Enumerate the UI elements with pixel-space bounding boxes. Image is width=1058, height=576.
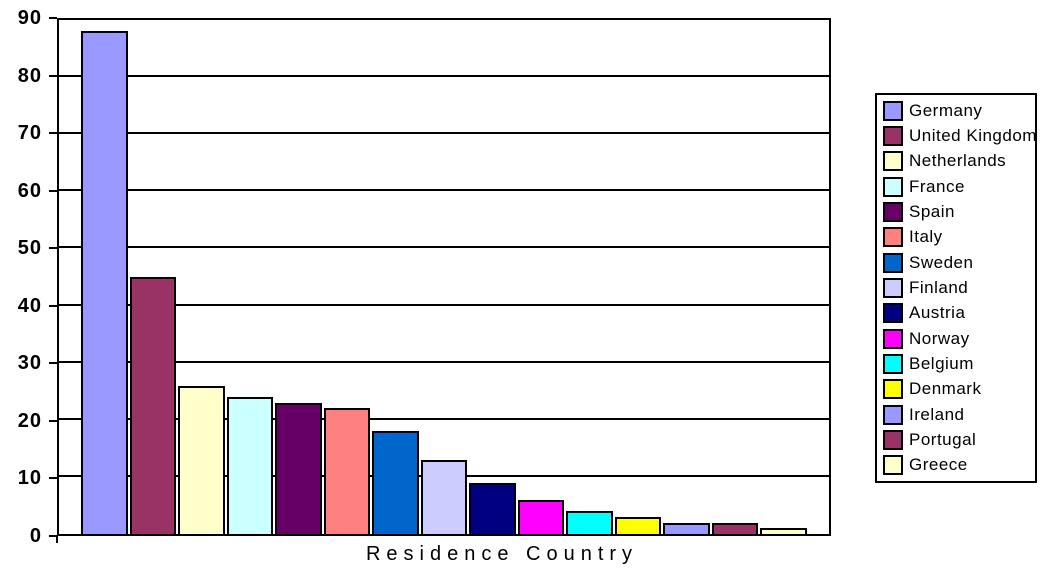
legend-label: Norway — [909, 328, 970, 348]
bar-italy — [323, 408, 371, 534]
y-axis-tick-label: 90 — [17, 7, 42, 29]
gridline-80 — [59, 75, 829, 78]
legend-item-norway: Norway — [883, 328, 1035, 349]
gridline-30 — [59, 360, 829, 363]
legend-swatch-icon — [883, 353, 903, 374]
bar-united-kingdom — [129, 277, 177, 534]
gridline-60 — [59, 189, 829, 192]
y-axis-tick-mark — [49, 17, 57, 19]
legend-label: Austria — [909, 303, 966, 323]
legend-swatch-icon — [883, 252, 903, 273]
bar-spain — [275, 402, 322, 534]
legend-label: Portugal — [909, 429, 977, 449]
bar-germany — [81, 31, 128, 534]
legend-label: Greece — [909, 455, 968, 475]
y-axis-tick-label: 10 — [17, 467, 42, 490]
legend-swatch-icon — [883, 151, 903, 172]
legend-swatch-icon — [883, 100, 903, 121]
legend-swatch-icon — [883, 303, 903, 324]
legend-swatch-icon — [883, 201, 903, 222]
legend-swatch-icon — [883, 328, 903, 349]
legend-swatch-icon — [883, 277, 903, 298]
legend-item-denmark: Denmark — [883, 379, 1035, 400]
y-axis-tick-mark — [49, 247, 57, 250]
legend-item-france: France — [883, 176, 1035, 197]
legend-item-belgium: Belgium — [883, 353, 1035, 374]
bar-netherlands — [178, 385, 225, 534]
legend-label: Netherlands — [909, 151, 1007, 171]
legend-swatch-icon — [883, 404, 903, 425]
legend-item-finland: Finland — [883, 277, 1035, 298]
y-axis-tick-label: 70 — [17, 122, 42, 145]
legend-item-greece: Greece — [883, 455, 1035, 476]
bar-belgium — [566, 511, 613, 534]
y-axis-tick-mark — [49, 477, 57, 480]
legend-label: Finland — [909, 277, 969, 297]
gridline-40 — [59, 303, 829, 306]
bar-denmark — [614, 516, 662, 534]
y-axis-tick-label: 0 — [29, 525, 42, 547]
legend-label: Denmark — [909, 379, 982, 399]
y-axis-tick-mark — [49, 362, 57, 365]
bar-ireland — [663, 522, 710, 534]
legend-swatch-icon — [883, 455, 903, 476]
y-axis-tick-label: 30 — [17, 352, 42, 375]
legend: Germany United Kingdom Netherlands France Sp… — [875, 93, 1037, 483]
legend-item-italy: Italy — [883, 227, 1035, 248]
legend-item-ireland: Ireland — [883, 404, 1035, 425]
y-axis-tick-mark — [49, 419, 57, 422]
legend-label: Belgium — [909, 353, 974, 373]
legend-label: Sweden — [909, 252, 974, 272]
legend-item-portugal: Portugal — [883, 429, 1035, 450]
legend-label: Italy — [909, 227, 943, 247]
bar-greece — [760, 528, 807, 534]
legend-swatch-icon — [883, 176, 903, 197]
y-axis-ticks — [49, 17, 57, 537]
legend-label: Spain — [909, 201, 955, 221]
bar-austria — [469, 482, 516, 534]
bars-container — [59, 20, 829, 534]
y-axis-tick-mark — [49, 535, 57, 537]
y-axis-tick-label: 20 — [17, 409, 42, 432]
bar-finland — [420, 459, 468, 534]
bar-sweden — [372, 431, 419, 534]
y-axis-tick-mark — [49, 132, 57, 135]
plot-area — [57, 18, 831, 536]
y-axis-tick-label: 80 — [17, 64, 42, 87]
gridline-50 — [59, 246, 829, 249]
gridline-70 — [59, 132, 829, 135]
x-axis-title: Residence Country — [365, 543, 639, 565]
legend-swatch-icon — [883, 429, 903, 450]
x-axis-origin-tick — [56, 536, 58, 543]
bar-portugal — [711, 522, 759, 534]
y-axis-tick-mark — [49, 74, 57, 77]
gridline-20 — [59, 417, 829, 420]
legend-item-united-kingdom: United Kingdom — [883, 125, 1037, 146]
legend-label: France — [909, 176, 965, 196]
legend-swatch-icon — [883, 227, 903, 248]
y-axis-tick-label: 50 — [17, 237, 42, 260]
bar-norway — [517, 499, 565, 534]
legend-label: Ireland — [909, 404, 965, 424]
y-axis-tick-label: 40 — [17, 294, 42, 317]
legend-item-netherlands: Netherlands — [883, 151, 1035, 172]
y-axis-tick-label: 60 — [17, 179, 42, 202]
y-axis-tick-mark — [49, 304, 57, 307]
legend-swatch-icon — [883, 379, 903, 400]
y-axis-labels: 0 10 20 30 40 50 60 70 80 90 — [0, 7, 42, 547]
bar-france — [226, 396, 274, 534]
legend-swatch-icon — [883, 125, 903, 146]
legend-item-germany: Germany — [883, 100, 1035, 121]
y-axis-tick-mark — [49, 189, 57, 192]
legend-label: Germany — [909, 100, 983, 120]
legend-item-sweden: Sweden — [883, 252, 1035, 273]
legend-item-austria: Austria — [883, 303, 1035, 324]
legend-label: United Kingdom — [909, 125, 1037, 145]
legend-item-spain: Spain — [883, 201, 1035, 222]
